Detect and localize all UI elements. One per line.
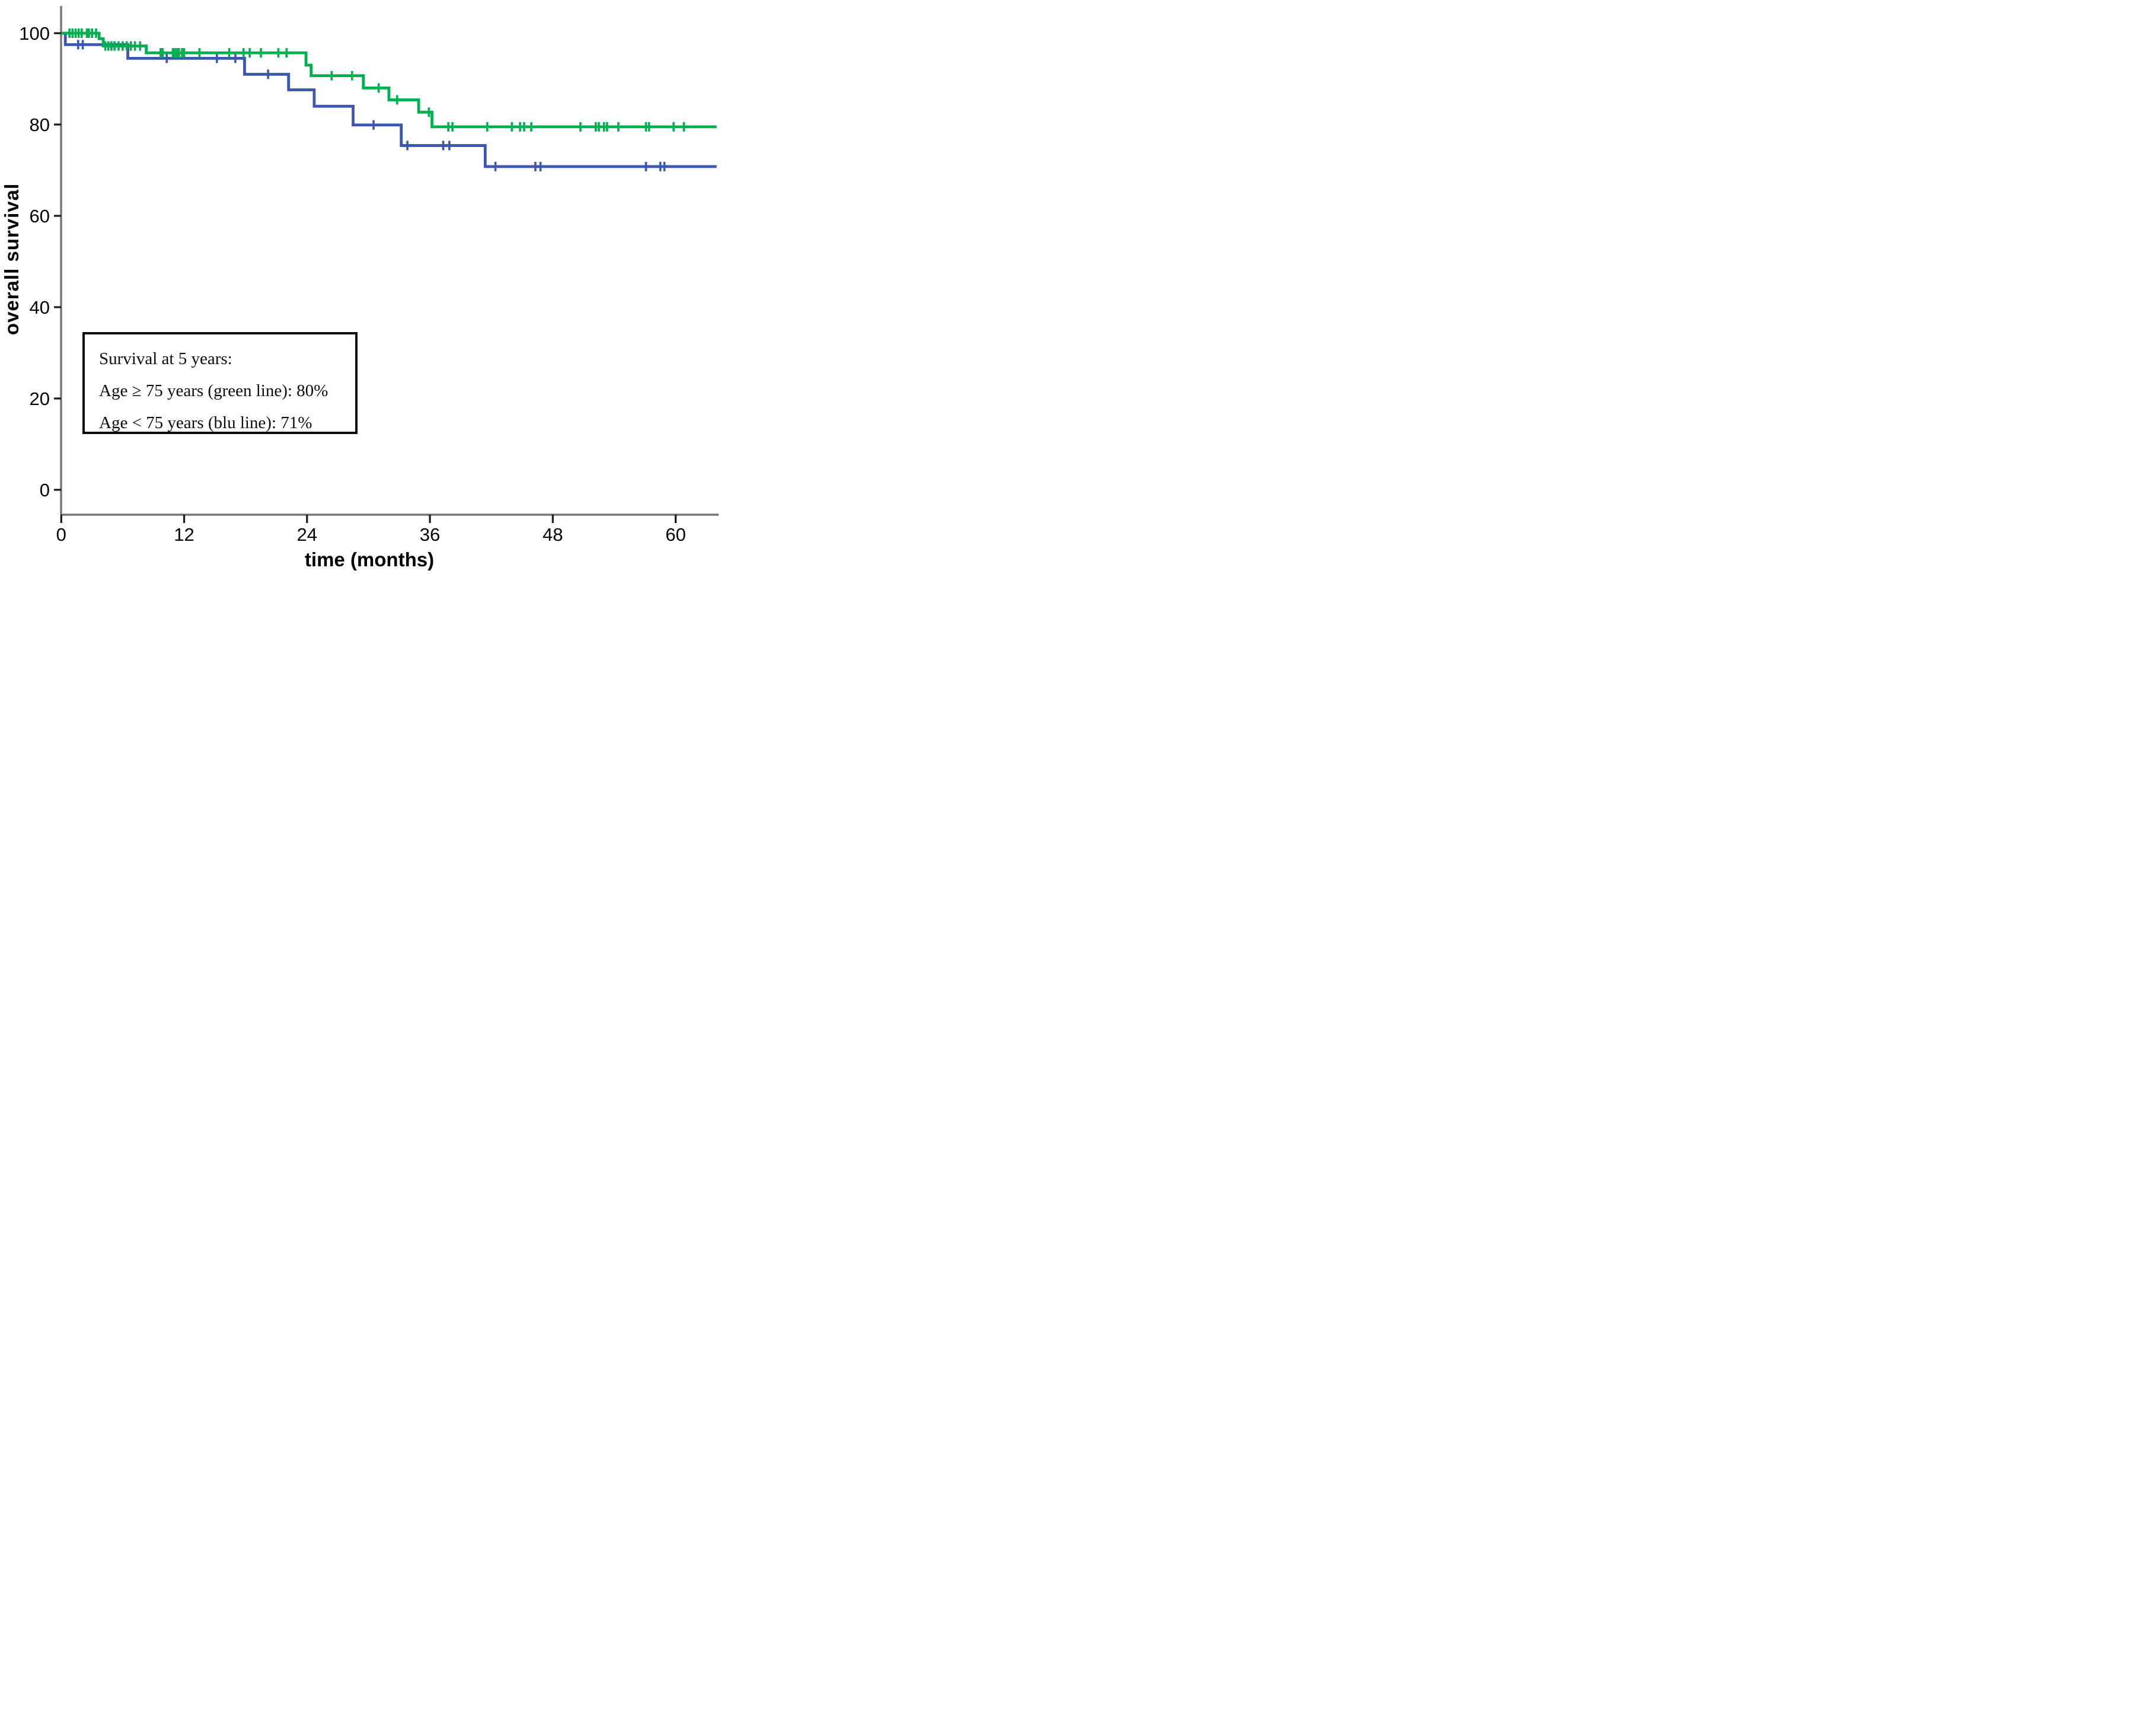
- km-survival-chart: 100 80 60 40 20 0 0 12 24 36 48 60 overall survival…: [0, 0, 719, 575]
- x-tick-label: 60: [665, 524, 685, 545]
- tick-labels-layer: 100 80 60 40 20 0 0 12 24 36 48 60: [19, 23, 685, 545]
- km-curve-green_line: [61, 31, 717, 129]
- x-tick-label: 24: [297, 524, 317, 545]
- survival-curves-layer: [61, 28, 717, 171]
- x-tick-label: 0: [56, 524, 66, 545]
- survival-annotation-box: Survival at 5 years: Age ≥ 75 years (gre…: [82, 332, 358, 434]
- annotation-line-blue-group: Age < 75 years (blu line): 71%: [99, 413, 312, 432]
- y-tick-label: 20: [30, 388, 50, 409]
- x-axis-title: time (months): [304, 549, 435, 570]
- annotation-line-green-group: Age ≥ 75 years (green line): 80%: [99, 381, 328, 400]
- x-tick-label: 48: [543, 524, 563, 545]
- y-tick-label: 0: [40, 480, 50, 500]
- y-tick-label: 100: [19, 23, 50, 44]
- annotation-line-heading: Survival at 5 years:: [99, 349, 232, 368]
- x-tick-label: 36: [420, 524, 440, 545]
- y-tick-label: 40: [30, 297, 50, 318]
- y-axis-title: overall survival: [1, 183, 23, 336]
- y-tick-label: 80: [30, 114, 50, 135]
- axes-layer: [54, 6, 719, 523]
- y-tick-label: 60: [30, 206, 50, 227]
- x-tick-label: 12: [174, 524, 194, 545]
- chart-plot-area: 100 80 60 40 20 0 0 12 24 36 48 60: [19, 6, 719, 545]
